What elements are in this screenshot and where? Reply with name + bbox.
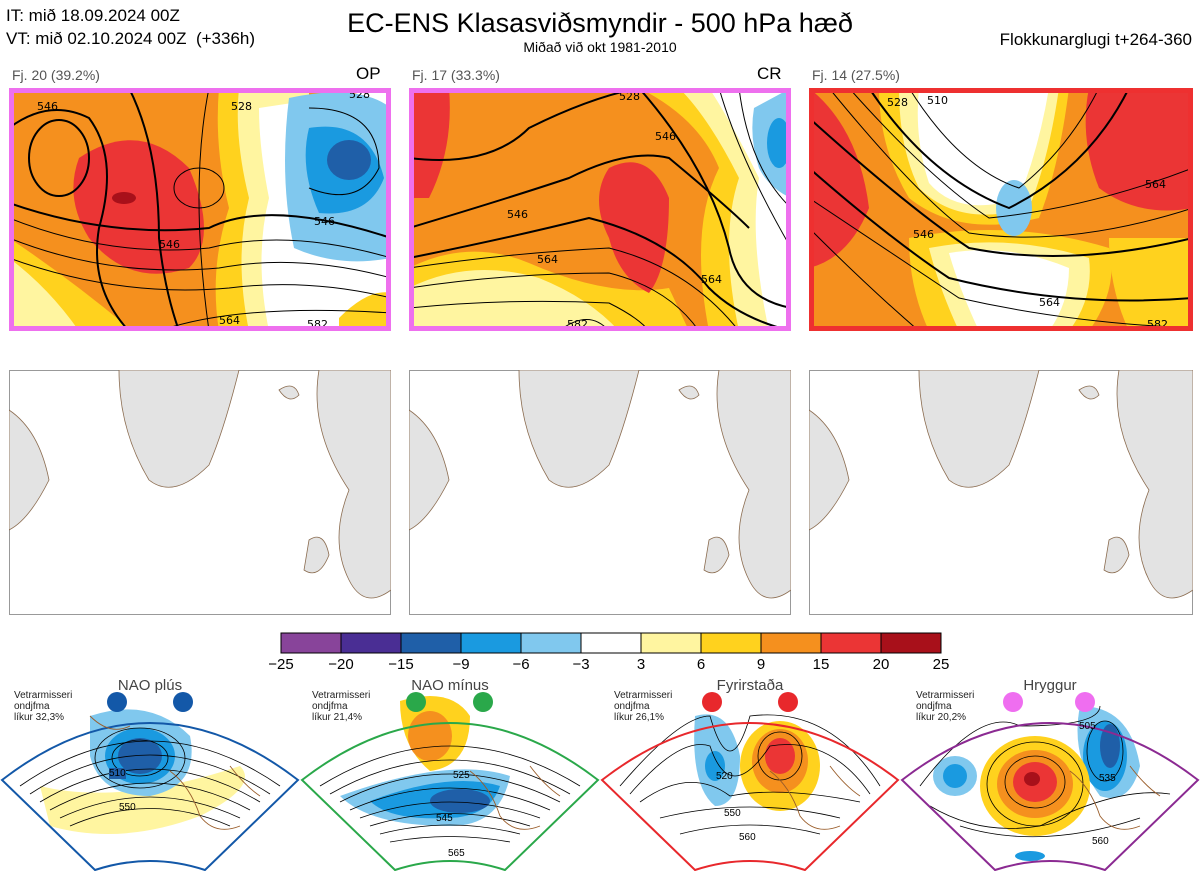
contour-label: 525 [453,770,470,781]
contour-label: 564 [701,273,722,286]
regime-4-info: Vetrarmisseri ondjfma líkur 20,2% [916,690,975,723]
header-info: IT: mið 18.09.2024 00Z VT: mið 02.10.202… [6,4,255,50]
contour-label: 560 [1092,836,1109,847]
regime-4-marker-b [1075,692,1095,712]
regime-2-name: NAO mínus [411,677,489,694]
regimes-row [0,676,1200,872]
colorbar-tick-label: −9 [452,656,470,673]
initial-time: IT: mið 18.09.2024 00Z [6,6,180,25]
contour-label: 535 [1099,773,1116,784]
regime-1-marker-a [107,692,127,712]
regime-2-marker-a [406,692,426,712]
contour-label: 546 [913,228,934,241]
regime-nao-plus-map [0,709,300,872]
regime-nao-minus-map [300,696,600,872]
cluster-2-label: Fj. 17 (33.3%) [412,67,500,83]
regime-3-marker-b [778,692,798,712]
contour-label: 528 [619,90,640,103]
regime-blocking-map [600,714,900,872]
cluster-window: Flokkunarglugi t+264-360 [999,30,1192,49]
contour-label: 564 [219,314,240,327]
contour-label: 546 [507,208,528,221]
contour-label: 510 [109,768,126,779]
regime-1-info: Vetrarmisseri ondjfma líkur 32,3% [14,690,73,723]
regime-2-info: Vetrarmisseri ondjfma líkur 21,4% [312,690,371,723]
colorbar-bin [640,632,702,654]
regime-3-marker-a [702,692,722,712]
cluster-2-tag: CR [757,64,782,83]
contour-label: 560 [739,832,756,843]
contour-label: 546 [159,238,180,251]
colorbar-bin [340,632,402,654]
colorbar-bin [820,632,882,654]
colorbar-tick-label: −3 [572,656,590,673]
regime-2-marker-b [473,692,493,712]
contour-label: 520 [716,771,733,782]
colorbar-tick-label: 6 [696,656,706,673]
colorbar-bin [700,632,762,654]
contour-label: 550 [724,808,741,819]
page-subtitle: Miðað við okt 1981-2010 [523,39,677,55]
colorbar-bin [520,632,582,654]
colorbar-bin [400,632,462,654]
colorbar-tick-label: 25 [932,656,950,673]
contour-label: 564 [1145,178,1166,191]
page-title: EC-ENS Klasasviðsmyndir - 500 hPa hæð [347,8,853,38]
contour-label: 546 [314,215,335,228]
colorbar-tick-label: −25 [268,656,294,673]
regime-4-name: Hryggur [1023,677,1077,694]
regime-ridge-map [900,705,1200,872]
contour-label: 550 [119,802,136,813]
colorbar-bin [880,632,942,654]
colorbar-tick-label: −15 [388,656,414,673]
cluster-1-tag: OP [356,64,381,83]
contour-label: 528 [887,96,908,109]
contour-label: 564 [1039,296,1060,309]
valid-time: VT: mið 02.10.2024 00Z (+336h) [6,29,256,48]
colorbar-bin [580,632,642,654]
cluster-1-map: 546 528 546 546 528 564 582 [9,88,391,331]
cluster-3-label: Fj. 14 (27.5%) [812,67,900,83]
contour-label: 564 [537,253,558,266]
regime-1-marker-b [173,692,193,712]
colorbar-tick-label: 20 [872,656,890,673]
empty-map-3 [809,370,1193,615]
colorbar-tick-label: 9 [756,656,766,673]
contour-label: 546 [37,100,58,113]
contour-label: 545 [436,813,453,824]
colorbar-bin [460,632,522,654]
regime-1-name: NAO plús [117,677,183,694]
contour-label: 505 [1079,721,1096,732]
cluster-3-map: 510 528 546 564 564 582 [809,88,1193,331]
colorbar-tick-label: −6 [512,656,530,673]
colorbar-tick-label: −20 [328,656,354,673]
colorbar [280,632,942,654]
contour-label: 546 [655,130,676,143]
empty-map-1 [9,370,391,615]
cluster-2-map: 528 546 546 564 564 582 [409,88,791,331]
cluster-1-label: Fj. 20 (39.2%) [12,67,100,83]
contour-label: 528 [231,100,252,113]
regime-3-info: Vetrarmisseri ondjfma líkur 26,1% [614,690,673,723]
contour-label: 565 [448,848,465,859]
colorbar-bin [760,632,822,654]
colorbar-tick-label: 15 [812,656,830,673]
contour-label: 510 [927,94,948,107]
regime-4-marker-a [1003,692,1023,712]
regime-3-name: Fyrirstaða [716,677,784,694]
colorbar-tick-label: 3 [636,656,646,673]
colorbar-bin [280,632,342,654]
empty-map-2 [409,370,791,615]
